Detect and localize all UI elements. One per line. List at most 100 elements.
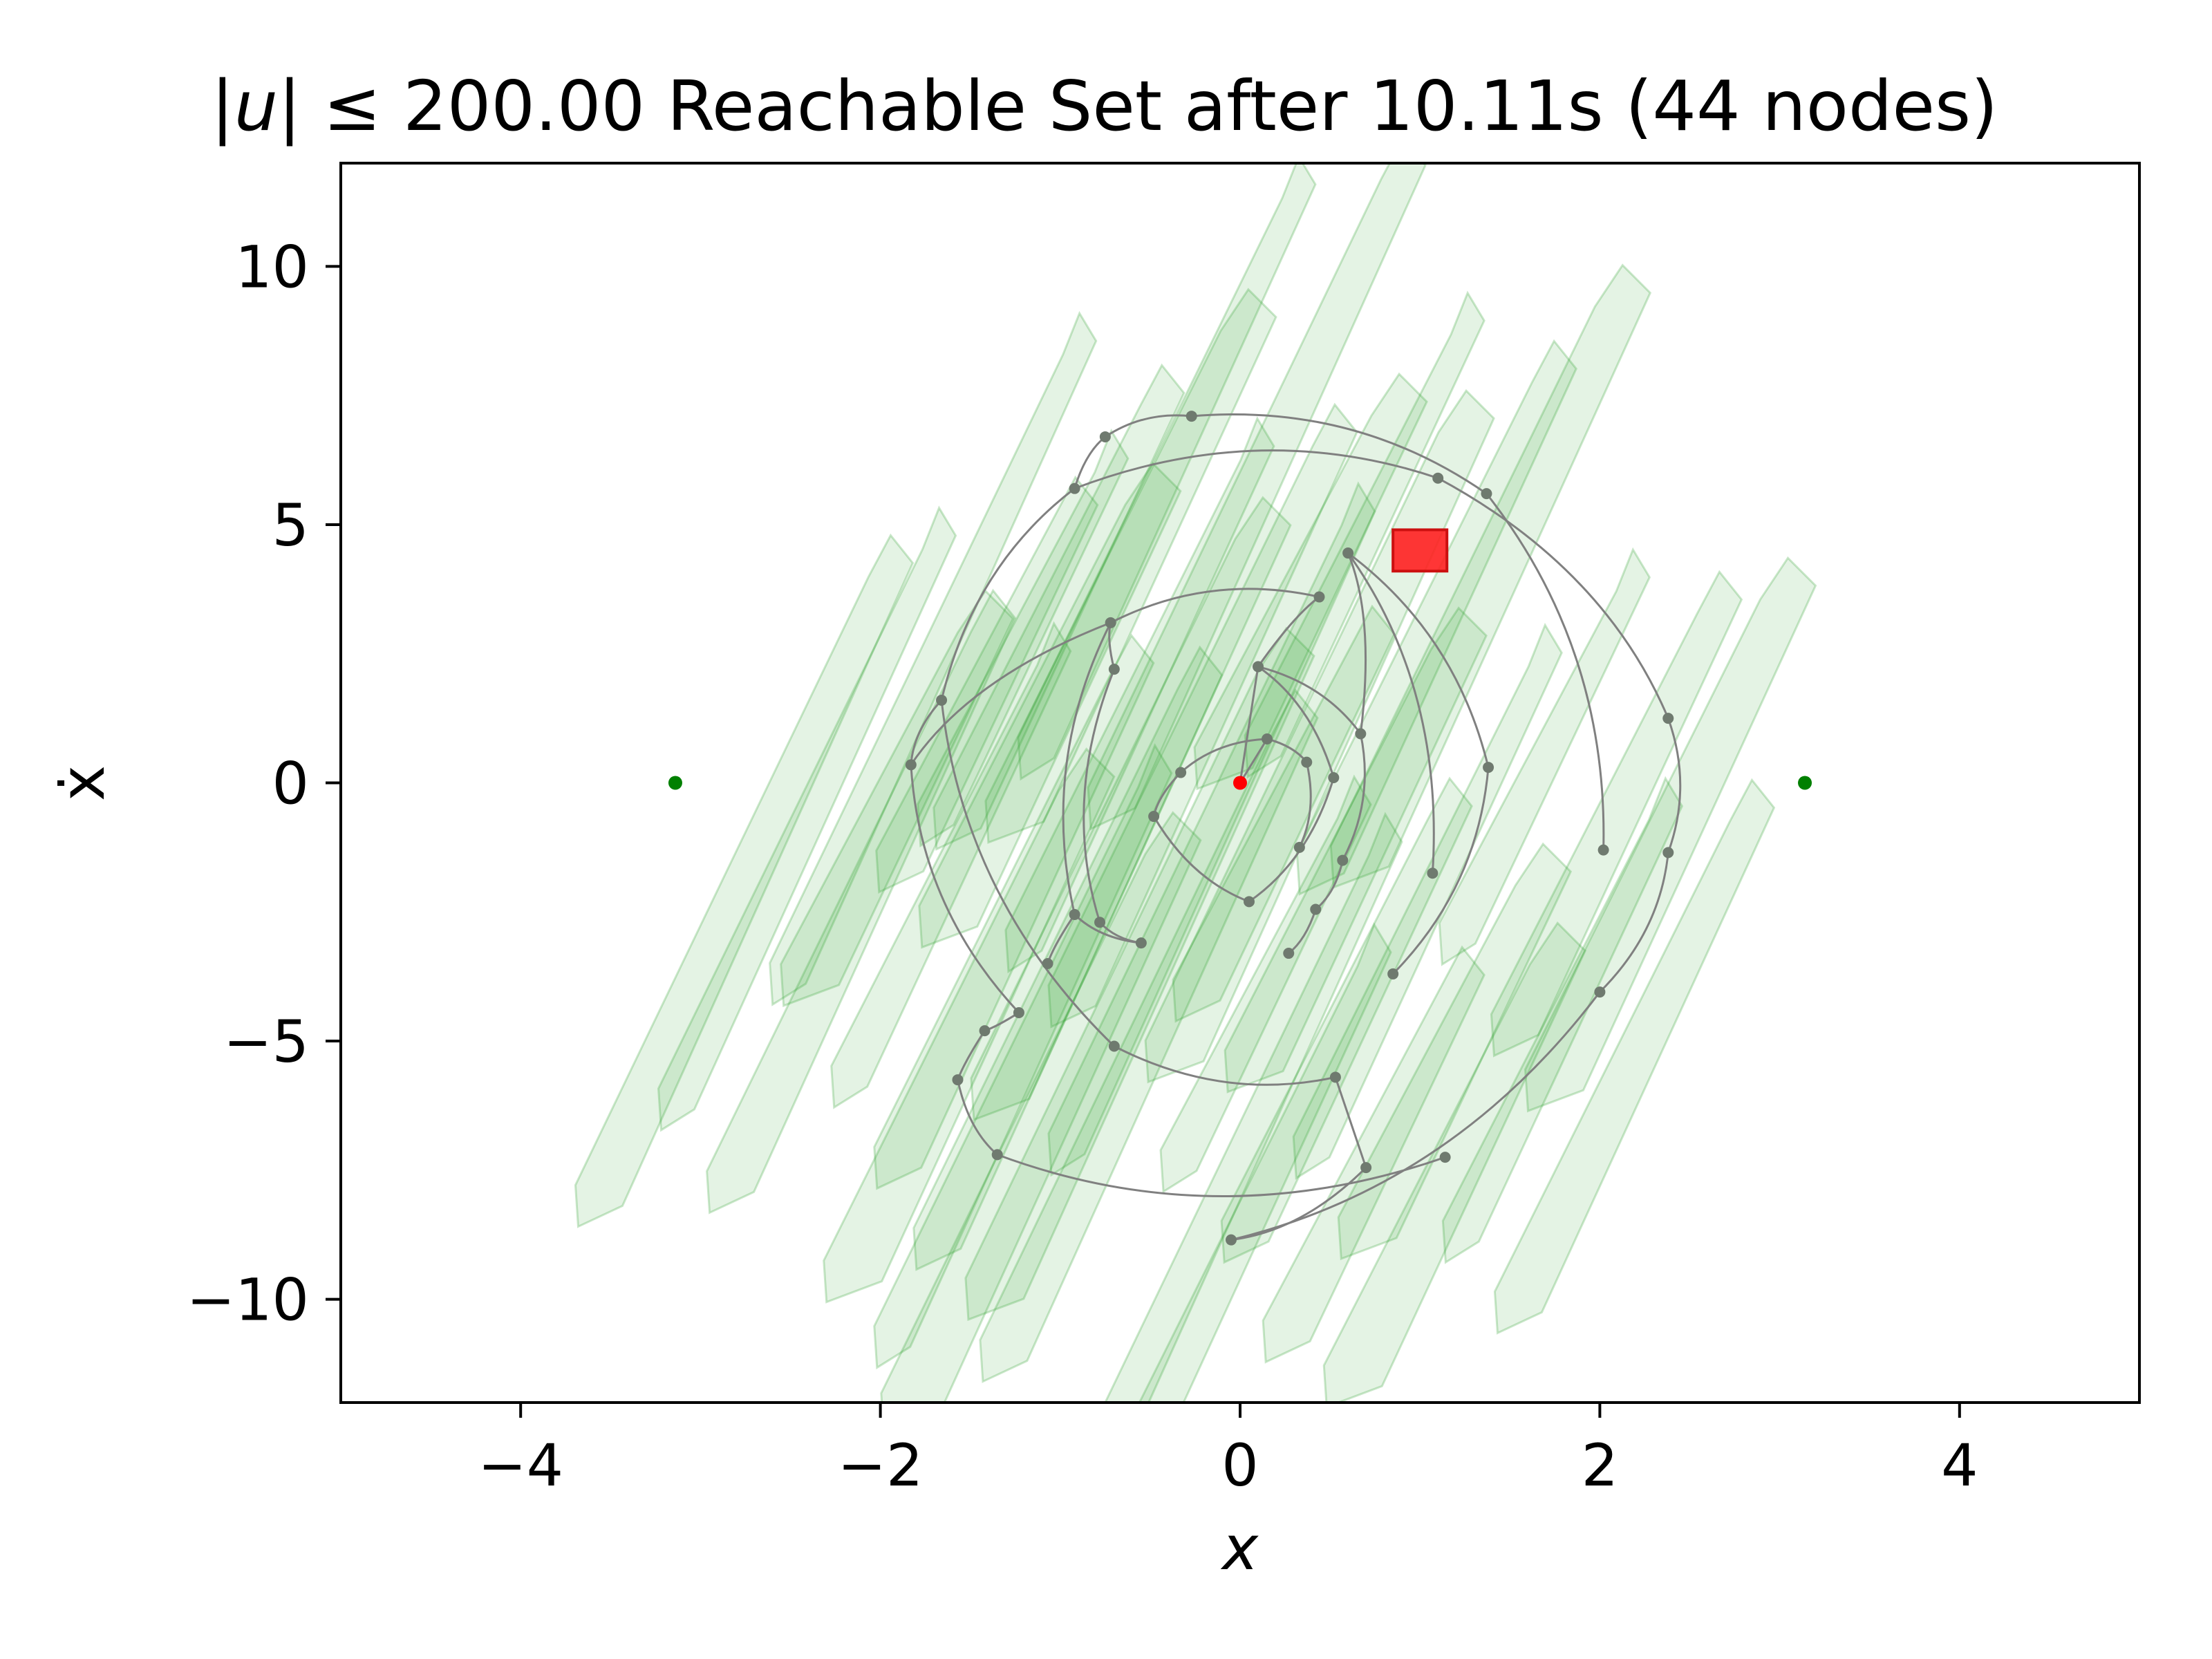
tree-node: [936, 694, 948, 706]
reachable-set-polygon: [769, 310, 1098, 1006]
tree-node: [1042, 957, 1053, 969]
x-tick-label: 4: [1941, 1432, 1978, 1499]
tree-node: [1427, 868, 1438, 879]
reachable-set-polygon: [1329, 263, 1652, 889]
trajectory-edge: [910, 621, 1112, 766]
reachable-set-polygon: [1004, 416, 1275, 974]
tree-node: [1597, 844, 1609, 856]
reachable-set-polygon: [1441, 776, 1684, 1264]
y-tick-label: −5: [223, 1008, 309, 1076]
tree-node: [1244, 896, 1255, 908]
reachable-set-polygon: [917, 428, 1130, 847]
trajectory-edge: [1347, 552, 1367, 734]
y-tick-label: 0: [272, 750, 309, 818]
trajectory-edge: [1114, 1045, 1336, 1086]
tree-node: [991, 1149, 1003, 1161]
tree-node: [1328, 772, 1340, 784]
trajectory-edge: [1257, 666, 1335, 778]
x-tick-label: 2: [1582, 1432, 1618, 1499]
tree-node: [979, 1025, 991, 1037]
reachable-set-polygon: [1220, 776, 1473, 1264]
trajectory-edge: [957, 1079, 998, 1156]
trajectory-edge: [1298, 762, 1312, 848]
x-tick-label: −4: [478, 1432, 563, 1499]
reachable-set-polygon: [1224, 606, 1488, 1094]
y-tick-label: −10: [187, 1266, 309, 1334]
tree-node: [1069, 482, 1080, 494]
tree-node: [1262, 733, 1273, 744]
trajectory-edge: [1239, 666, 1259, 783]
trajectory-edge: [1105, 414, 1192, 438]
tree-node: [1310, 903, 1322, 915]
trajectory-edge: [910, 699, 943, 765]
tree-node: [1329, 1071, 1341, 1083]
tree-node: [1175, 767, 1187, 778]
tree-nodes: [905, 411, 1674, 1246]
tree-node: [1481, 488, 1492, 500]
tree-node: [1225, 1234, 1237, 1246]
markers: [668, 528, 1812, 790]
reachable-set-polygon: [912, 645, 1224, 1271]
tree-node: [905, 759, 917, 771]
reachable-set-polygon: [1193, 372, 1428, 791]
trajectory-edge: [1392, 767, 1490, 975]
tree-node: [1105, 617, 1116, 628]
tree-node: [1135, 937, 1147, 949]
reachable-set-polygon: [873, 743, 1173, 1370]
reachable-set-polygon: [1262, 945, 1485, 1364]
trajectory-edge: [1599, 852, 1669, 993]
tree-node: [952, 1074, 964, 1086]
reachable-set-polygon: [706, 588, 1017, 1215]
reachable-set-polygon: [979, 688, 1319, 1383]
reachable-set-polygon: [657, 505, 957, 1132]
reachable-set-polygon: [574, 533, 915, 1228]
reachable-set-polygon: [932, 363, 1185, 851]
goal-point: [1798, 776, 1812, 790]
y-axis-ticks: −10 −5 0 5 10: [187, 233, 341, 1334]
tree-node: [1387, 968, 1399, 980]
tree-node: [1099, 431, 1111, 442]
trajectory-edge: [1109, 588, 1320, 624]
reachable-set-polygon: [1159, 774, 1372, 1194]
trajectory-edge: [1191, 413, 1488, 495]
x-axis-ticks: −4 −2 0 2 4: [478, 1403, 1978, 1499]
chart-title: |u| ≤ 200.00 Reachable Set after 10.11s …: [211, 66, 1998, 147]
reachable-set-polygon: [1438, 547, 1651, 966]
reachable-set-polygon: [1138, 922, 1392, 1403]
reachable-set-polygon: [1524, 556, 1817, 1113]
tree-node: [1439, 1152, 1451, 1163]
tree-node: [1432, 472, 1444, 484]
reachable-set-polygon: [1244, 290, 1485, 779]
goal-point: [668, 776, 682, 790]
reachable-set-polygon: [873, 633, 1155, 1190]
reachable-set-polygon: [1017, 163, 1317, 781]
tree-node: [1355, 728, 1367, 740]
reachable-set-polygon: [1087, 163, 1427, 831]
tree-node: [1594, 986, 1606, 998]
trajectory-edge: [1437, 477, 1669, 719]
trajectory-edge: [1074, 449, 1438, 490]
trajectory-edge: [1082, 668, 1116, 923]
trajectory-edge: [940, 487, 1076, 701]
x-tick-label: −2: [838, 1432, 924, 1499]
trajectory-edge: [1230, 1167, 1367, 1241]
reachable-sets: [574, 163, 1817, 1403]
trajectory-edges: [910, 413, 1682, 1241]
reachable-set-polygon: [875, 475, 1099, 894]
reachable-set-polygon: [830, 621, 1072, 1109]
trajectory-edge: [997, 1153, 1446, 1198]
trajectory-edge: [1257, 596, 1320, 668]
reachable-set-polygon: [1490, 570, 1743, 1058]
reachable-set-polygon: [880, 811, 1202, 1403]
trajectory-edge: [1334, 1076, 1367, 1168]
tree-node: [1094, 917, 1106, 928]
tree-node: [1342, 547, 1354, 559]
tree-node: [1108, 1040, 1120, 1052]
trajectory-edge: [940, 700, 1115, 1047]
trajectory-edge: [1074, 913, 1142, 944]
tree-node: [1360, 1162, 1372, 1174]
tree-node: [1185, 411, 1197, 422]
